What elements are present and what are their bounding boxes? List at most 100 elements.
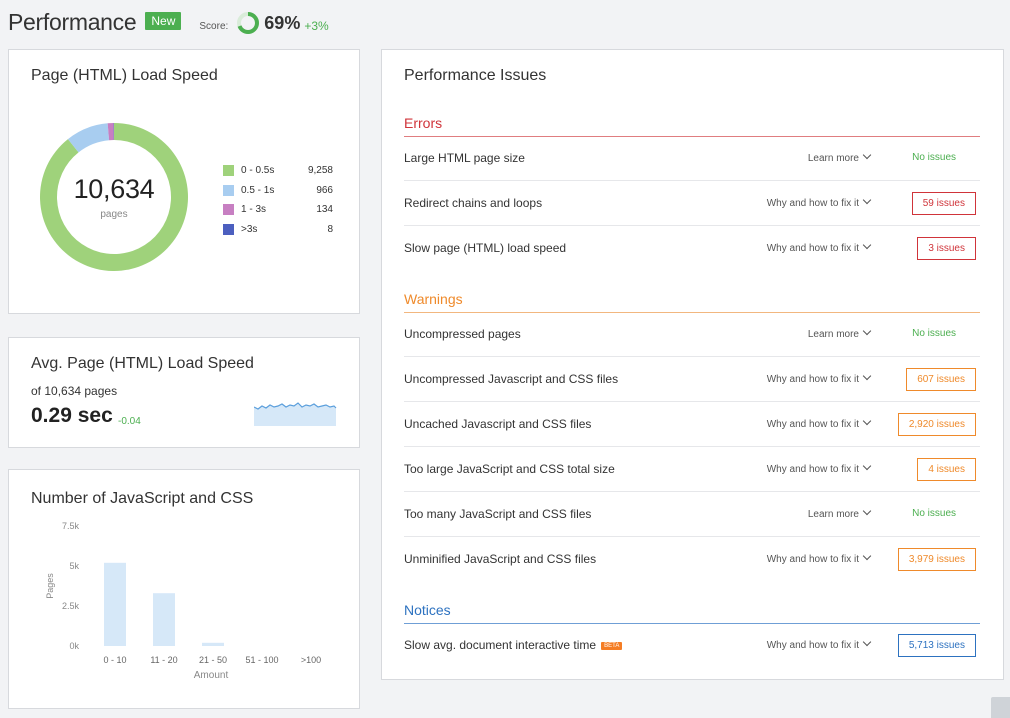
issue-name[interactable]: Slow avg. document interactive time BETA bbox=[404, 638, 623, 652]
issues-count-button[interactable]: 607 issues bbox=[906, 368, 976, 391]
issue-help-text: Why and how to fix it bbox=[766, 419, 859, 430]
issue-name-text: Redirect chains and loops bbox=[404, 196, 543, 210]
js-css-title: Number of JavaScript and CSS bbox=[31, 490, 254, 507]
issue-row: Redirect chains and loops Why and how to … bbox=[404, 181, 980, 226]
issue-row: Slow avg. document interactive time BETA W… bbox=[404, 623, 980, 668]
issues-count-button[interactable]: 4 issues bbox=[917, 458, 976, 481]
issue-name-text: Slow page (HTML) load speed bbox=[404, 241, 567, 255]
legend-item[interactable]: >3s 8 bbox=[223, 220, 333, 240]
chevron-down-icon bbox=[862, 326, 872, 336]
avg-load-speed-delta: -0.04 bbox=[118, 416, 141, 427]
x-tick-label: 11 - 20 bbox=[150, 655, 177, 665]
issues-count-button[interactable]: 5,713 issues bbox=[897, 634, 976, 657]
legend-item[interactable]: 1 - 3s 134 bbox=[223, 200, 333, 220]
legend-item[interactable]: 0 - 0.5s 9,258 bbox=[223, 161, 333, 181]
no-issues-label: No issues bbox=[902, 323, 966, 346]
issue-name-text: Too large JavaScript and CSS total size bbox=[404, 462, 615, 476]
issue-help-link[interactable]: Learn more bbox=[808, 150, 872, 164]
legend-swatch bbox=[223, 165, 234, 177]
sparkline-area bbox=[254, 403, 336, 426]
legend-swatch bbox=[223, 223, 234, 235]
js-css-card: Number of JavaScript and CSS 7.5k 5k 2.5k 0… bbox=[8, 469, 360, 709]
bar-0[interactable] bbox=[104, 562, 126, 646]
beta-badge: BETA bbox=[601, 642, 623, 650]
issue-help-link[interactable]: Why and how to fix it bbox=[767, 461, 872, 475]
avg-load-speed-value: 0.29 sec bbox=[31, 404, 113, 427]
avg-load-sparkline[interactable] bbox=[254, 394, 338, 426]
sparkline-line bbox=[254, 402, 337, 410]
issue-name[interactable]: Redirect chains and loops bbox=[404, 196, 542, 210]
bar-2[interactable] bbox=[202, 642, 224, 646]
legend-value: 134 bbox=[316, 204, 333, 216]
legend-value: 8 bbox=[327, 223, 333, 235]
issue-name[interactable]: Unminified JavaScript and CSS files bbox=[404, 552, 596, 566]
avg-load-speed-title: Avg. Page (HTML) Load Speed bbox=[31, 355, 254, 372]
load-speed-donut[interactable] bbox=[40, 123, 188, 271]
issue-name[interactable]: Too many JavaScript and CSS files bbox=[404, 507, 591, 521]
issue-help-link[interactable]: Why and how to fix it bbox=[766, 416, 872, 430]
no-issues-label: No issues bbox=[902, 147, 966, 170]
issues-count-button[interactable]: 3,979 issues bbox=[897, 548, 976, 571]
issue-help-link[interactable]: Learn more bbox=[807, 506, 872, 520]
x-tick-label: 0 - 10 bbox=[103, 655, 126, 665]
donut-slice-2[interactable] bbox=[107, 123, 114, 141]
bar-1[interactable] bbox=[153, 593, 175, 646]
y-tick-label: 2.5k bbox=[62, 601, 80, 611]
score-value: 69% bbox=[264, 13, 301, 33]
chevron-down-icon bbox=[862, 240, 872, 250]
x-tick-label: >100 bbox=[301, 655, 321, 665]
legend-value: 9,258 bbox=[307, 165, 333, 177]
issues-count-button[interactable]: 3 issues bbox=[917, 237, 976, 260]
page-title: Performance bbox=[8, 8, 137, 35]
legend-label: 1 - 3s bbox=[241, 204, 267, 216]
section-notice: Notices bbox=[404, 602, 980, 624]
issue-help-link[interactable]: Why and how to fix it bbox=[766, 195, 872, 209]
legend-item[interactable]: 0.5 - 1s 966 bbox=[223, 181, 333, 201]
issue-row: Uncached Javascript and CSS files Why and… bbox=[404, 402, 980, 447]
issue-name[interactable]: Slow page (HTML) load speed bbox=[404, 241, 566, 255]
issue-row: Uncompressed Javascript and CSS files Why… bbox=[404, 357, 980, 402]
issue-row: Slow page (HTML) load speed Why and how t… bbox=[404, 226, 980, 271]
new-badge: New bbox=[145, 12, 182, 30]
legend-label: >3s bbox=[241, 223, 258, 235]
legend-label: 0.5 - 1s bbox=[241, 184, 275, 196]
y-axis-label: Pages bbox=[45, 573, 55, 599]
issue-help-text: Why and how to fix it bbox=[766, 374, 859, 385]
issue-help-link[interactable]: Learn more bbox=[808, 326, 872, 340]
issue-help-link[interactable]: Why and how to fix it bbox=[766, 240, 872, 254]
issue-name[interactable]: Uncached Javascript and CSS files bbox=[404, 417, 591, 431]
issue-name[interactable]: Uncompressed Javascript and CSS files bbox=[404, 372, 618, 386]
issue-name[interactable]: Too large JavaScript and CSS total size bbox=[404, 462, 615, 476]
score-delta: +3% bbox=[304, 18, 329, 33]
issues-count-button[interactable]: 2,920 issues bbox=[897, 413, 976, 436]
donut-slice-1[interactable] bbox=[67, 123, 110, 153]
chevron-down-icon bbox=[862, 461, 872, 471]
issue-help-text: Why and how to fix it bbox=[766, 243, 859, 254]
avg-load-speed-card: Avg. Page (HTML) Load Speed of 10,634 pa… bbox=[8, 337, 360, 448]
issue-help-text: Learn more bbox=[807, 509, 859, 520]
y-tick-label: 7.5k bbox=[62, 521, 80, 531]
issue-name-text: Too many JavaScript and CSS files bbox=[404, 507, 592, 521]
issue-row: Too large JavaScript and CSS total size W… bbox=[404, 447, 980, 492]
issue-help-text: Why and how to fix it bbox=[766, 198, 859, 209]
avg-load-speed-subtitle: of 10,634 pages bbox=[31, 384, 118, 398]
js-css-bar-chart: 7.5k 5k 2.5k 0k 0 - 10 11 - 20 21 - 50 51 - 100… bbox=[45, 521, 321, 681]
issue-help-link[interactable]: Why and how to fix it bbox=[766, 371, 872, 385]
chevron-down-icon bbox=[862, 195, 872, 205]
issue-help-text: Why and how to fix it bbox=[766, 554, 859, 565]
issue-row: Unminified JavaScript and CSS files Why a… bbox=[404, 537, 980, 582]
issue-name[interactable]: Uncompressed pages bbox=[404, 327, 521, 341]
total-pages-label: pages bbox=[100, 209, 128, 220]
x-tick-label: 51 - 100 bbox=[245, 655, 278, 665]
issue-row: Too many JavaScript and CSS files Learn m… bbox=[404, 492, 980, 537]
issue-name[interactable]: Large HTML page size bbox=[404, 151, 525, 165]
issue-name-text: Slow avg. document interactive time bbox=[404, 638, 597, 652]
issue-help-link[interactable]: Why and how to fix it bbox=[766, 551, 872, 565]
feedback-button[interactable] bbox=[991, 697, 1010, 718]
chevron-down-icon bbox=[862, 150, 872, 160]
load-speed-legend: 0 - 0.5s 9,258 0.5 - 1s 966 1 - 3s 134 >3s 8 bbox=[223, 161, 333, 239]
issues-count-button[interactable]: 59 issues bbox=[911, 192, 976, 215]
total-pages-value: 10,634 bbox=[73, 174, 155, 204]
issue-help-link[interactable]: Why and how to fix it bbox=[767, 637, 872, 651]
issue-name-text: Large HTML page size bbox=[404, 151, 525, 165]
